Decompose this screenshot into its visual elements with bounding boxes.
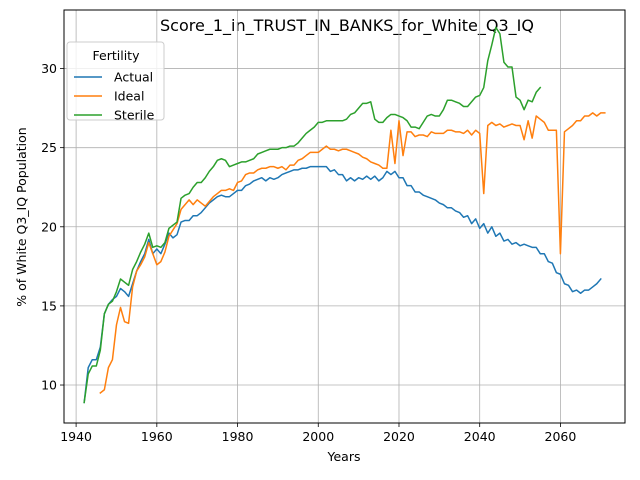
legend-title: Fertility <box>93 48 141 63</box>
gridlines <box>64 10 625 423</box>
y-tick-label: 25 <box>41 140 57 155</box>
y-tick-label: 20 <box>41 219 57 234</box>
x-tick-label: 1960 <box>141 429 173 444</box>
x-tick-label: 2060 <box>545 429 577 444</box>
y-tick-label: 10 <box>41 378 57 393</box>
x-tick-label: 2020 <box>383 429 415 444</box>
x-axis: 1940 1960 1980 2000 2020 2040 2060 <box>60 423 576 444</box>
chart-title: Score_1_in_TRUST_IN_BANKS_for_White_Q3_I… <box>160 16 534 36</box>
legend-box <box>66 41 165 121</box>
series-line-ideal <box>99 112 606 394</box>
x-tick-label: 1940 <box>60 429 92 444</box>
x-tick-label: 2040 <box>464 429 496 444</box>
y-axis-label: % of White Q3_IQ Population <box>14 127 29 306</box>
legend-label-ideal: Ideal <box>114 89 144 104</box>
x-tick-label: 2000 <box>302 429 334 444</box>
y-axis: 10 15 20 25 30 <box>41 61 64 393</box>
x-axis-label: Years <box>327 449 361 464</box>
legend-entries: Actual Ideal Sterile <box>74 70 155 123</box>
legend-label-sterile: Sterile <box>114 108 155 123</box>
y-tick-label: 15 <box>41 298 57 313</box>
series-lines <box>83 26 606 404</box>
series-line-sterile <box>83 26 542 404</box>
plot-frame <box>63 9 626 424</box>
y-tick-label: 30 <box>41 61 57 76</box>
legend-label-actual: Actual <box>114 70 153 85</box>
x-tick-label: 1980 <box>222 429 254 444</box>
legend: Fertility Actual Ideal Sterile <box>66 41 165 123</box>
